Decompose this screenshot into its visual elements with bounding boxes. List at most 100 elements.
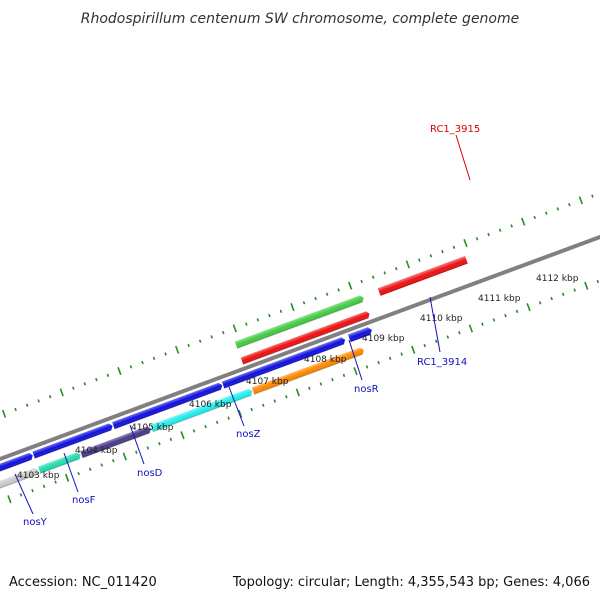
minor-tick [561,292,565,297]
minor-tick [198,339,202,343]
gene-blue-3[interactable] [31,422,114,460]
tick-label: 4104 kbp [75,446,118,456]
minor-tick [77,471,80,476]
minor-tick [568,202,571,207]
gene-red-rc1-3915[interactable] [239,310,371,366]
minor-tick [596,279,600,284]
gene-blue-2[interactable] [0,451,35,478]
minor-tick [388,356,392,361]
minor-tick [475,237,479,241]
major-tick [521,217,526,226]
major-tick [180,431,185,440]
minor-tick [452,245,456,249]
leader-nosy [14,473,34,515]
minor-tick [550,296,553,301]
minor-tick [365,365,369,369]
minor-tick [250,407,253,412]
major-tick [295,388,300,397]
minor-tick [256,318,260,322]
major-tick [64,473,70,482]
gene-label-nosd[interactable]: nosD [137,468,163,479]
gene-label-rc1-3914[interactable]: RC1_3914 [417,357,467,368]
major-tick [59,388,64,397]
minor-tick [371,275,375,279]
minor-tick [152,356,156,360]
minor-tick [573,288,576,292]
minor-tick [54,480,57,484]
minor-tick [135,450,138,454]
gene-blue-4[interactable] [111,381,225,430]
minor-tick [331,378,334,382]
tick-label: 4110 kbp [420,314,463,324]
major-tick [578,196,584,205]
minor-tick [164,352,167,356]
minor-tick [88,467,92,471]
major-tick [290,303,295,312]
major-tick [463,239,468,248]
minor-tick [72,386,75,390]
minor-tick [106,373,110,378]
minor-tick [458,331,461,335]
minor-tick [481,322,484,326]
tick-label: 4112 kbp [536,274,579,284]
minor-tick [435,339,438,343]
gene-blue-6[interactable] [347,326,373,343]
gene-rc1-3915[interactable] [233,294,365,350]
tick-label: 4109 kbp [362,334,405,344]
gene-nosr[interactable] [250,346,365,396]
tick-label: 4108 kbp [304,355,347,365]
gene-label-nosf[interactable]: nosF [72,495,96,506]
gene-label-nosz[interactable]: nosZ [236,429,261,440]
gene-nosf[interactable] [36,451,82,475]
gene-label-nosy[interactable]: nosY [23,517,48,528]
minor-tick [337,288,340,292]
minor-tick [423,343,427,348]
minor-tick [591,194,594,198]
minor-tick [227,416,230,420]
minor-tick [273,399,277,403]
minor-tick [48,394,52,399]
minor-tick [319,382,323,386]
minor-tick [31,488,34,493]
minor-tick [302,301,306,305]
tick-label: 4111 kbp [478,294,521,304]
minor-tick [112,459,115,463]
leader-rc1-3915 [455,134,471,181]
minor-tick [192,429,196,433]
minor-tick [19,493,23,497]
inner-tick-row [7,279,600,504]
minor-tick [279,309,283,313]
major-tick [584,281,589,290]
minor-tick [158,442,161,446]
minor-tick [441,249,444,254]
map-content [0,194,600,504]
leader-nosd [129,424,145,465]
outer-tick-row [1,194,594,418]
minor-tick [383,271,387,275]
gene-label-rc1-3915[interactable]: RC1_3915 [430,124,480,135]
major-tick [238,409,243,418]
tick-label: 4103 kbp [17,471,60,481]
gene-label-nosr[interactable]: nosR [354,384,379,395]
minor-tick [538,301,542,305]
minor-tick [377,360,380,365]
gene-blue-5[interactable] [220,336,347,390]
minor-tick [187,343,190,348]
minor-tick [14,407,17,412]
minor-tick [261,403,265,407]
minor-tick [498,228,502,232]
major-tick [353,367,358,376]
minor-tick [25,403,29,407]
minor-tick [429,254,433,258]
minor-tick [510,224,513,228]
summary-text: Topology: circular; Length: 4,355,543 bp… [232,575,590,590]
major-tick [348,281,353,290]
gene-nosy[interactable] [0,466,40,493]
major-tick [232,324,237,333]
minor-tick [204,424,207,429]
accession-text: Accession: NC_011420 [9,575,157,590]
major-tick [411,345,416,354]
major-tick [174,345,180,354]
gene-red-right[interactable] [377,256,468,296]
